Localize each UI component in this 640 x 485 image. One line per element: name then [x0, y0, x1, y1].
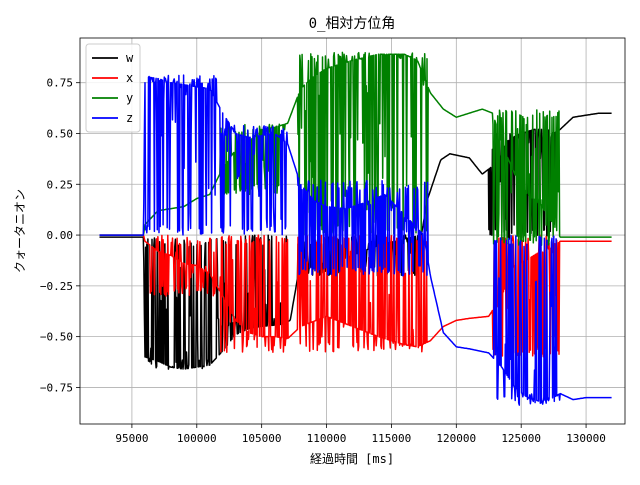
- y-tick-label: 0.25: [47, 178, 74, 191]
- x-tick-label: 125000: [501, 432, 541, 445]
- series-line-z: [99, 74, 612, 406]
- legend-label-x: x: [126, 71, 133, 85]
- legend-box: [85, 43, 141, 133]
- plot-frame: [79, 37, 626, 425]
- y-tick-label: 0.75: [47, 77, 74, 90]
- x-axis: 95000 100000 105000 110000 115000 120000 12500…: [115, 424, 606, 445]
- x-tick-label: 100000: [177, 432, 217, 445]
- legend-label-y: y: [126, 91, 133, 105]
- x-tick-label: 95000: [115, 432, 148, 445]
- legend-label-w: w: [126, 51, 134, 65]
- x-tick-label: 110000: [307, 432, 347, 445]
- x-tick-label: 120000: [436, 432, 476, 445]
- y-tick-label: −0.50: [40, 331, 73, 344]
- x-tick-label: 115000: [372, 432, 412, 445]
- y-axis: −0.75 −0.50 −0.25 0.00 0.25 0.50 0.75: [40, 77, 80, 394]
- series-lines: [99, 51, 612, 406]
- series-line-y: [99, 51, 612, 246]
- y-tick-label: −0.25: [40, 280, 73, 293]
- y-tick-label: 0.50: [47, 127, 74, 140]
- y-axis-label: クォータニオン: [13, 189, 27, 273]
- x-tick-label: 105000: [242, 432, 282, 445]
- legend-label-z: z: [126, 111, 133, 125]
- x-tick-label: 130000: [566, 432, 606, 445]
- x-axis-label: 経過時間 [ms]: [310, 452, 394, 466]
- chart-title: 0_相対方位角: [309, 16, 396, 32]
- y-tick-label: −0.75: [40, 381, 73, 394]
- y-tick-label: 0.00: [47, 229, 74, 242]
